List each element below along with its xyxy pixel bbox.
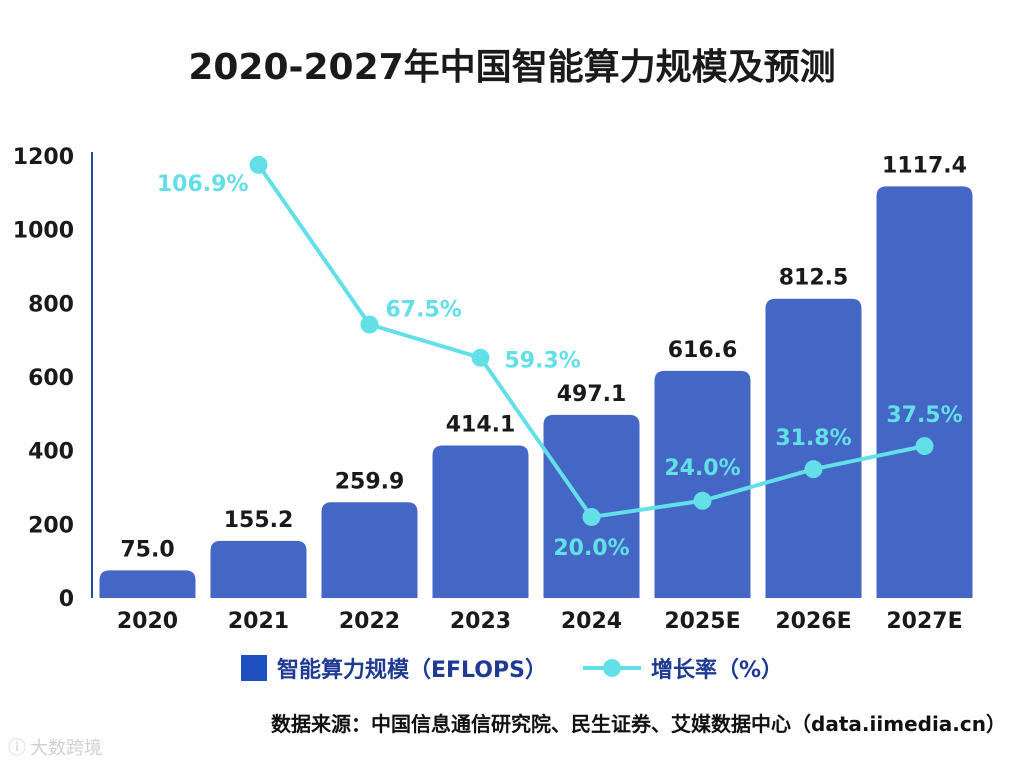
y-tick-label: 200 — [28, 513, 74, 538]
x-tick-label: 2020 — [117, 609, 178, 634]
x-tick-label: 2021 — [228, 609, 289, 634]
y-tick-label: 1200 — [13, 145, 74, 170]
y-tick-label: 1000 — [13, 219, 74, 244]
x-tick-label: 2025E — [664, 609, 740, 634]
bar-2023 — [432, 445, 529, 598]
watermark-logo-icon: ⓘ — [8, 738, 26, 759]
chart-legend: 智能算力规模（EFLOPS） 增长率（%） — [0, 652, 1024, 684]
growth-point-2027E — [915, 437, 934, 456]
bar-2026E — [765, 298, 862, 598]
growth-value-label: 67.5% — [386, 298, 462, 323]
legend-line-swatch-icon — [582, 655, 641, 681]
bar-value-label: 259.9 — [335, 469, 405, 494]
growth-point-2021 — [249, 155, 268, 174]
growth-value-label: 37.5% — [886, 403, 962, 428]
x-tick-label: 2023 — [450, 609, 511, 634]
legend-bar-label: 智能算力规模（EFLOPS） — [276, 658, 547, 683]
watermark-text: 大数跨境 — [30, 738, 102, 759]
legend-bar-swatch-icon — [240, 655, 267, 681]
y-tick-label: 400 — [28, 440, 74, 465]
bar-value-label: 616.6 — [668, 338, 738, 363]
legend-item-bar: 智能算力规模（EFLOPS） — [240, 652, 547, 684]
growth-value-label: 106.9% — [157, 172, 249, 197]
growth-point-2025E — [693, 491, 712, 510]
y-tick-label: 0 — [59, 587, 74, 612]
growth-value-label: 20.0% — [553, 536, 629, 561]
legend-item-line: 增长率（%） — [582, 652, 783, 684]
bar-value-label: 155.2 — [224, 508, 294, 533]
bar-2021 — [210, 540, 307, 598]
growth-value-label: 24.0% — [664, 456, 740, 481]
bar-value-label: 497.1 — [557, 382, 627, 407]
bar-2027E — [876, 186, 973, 599]
x-tick-label: 2026E — [775, 609, 851, 634]
y-tick-label: 600 — [28, 366, 74, 391]
growth-value-label: 59.3% — [505, 349, 581, 374]
bar-2022 — [321, 502, 418, 598]
x-tick-label: 2024 — [561, 609, 622, 634]
growth-point-2024 — [582, 507, 601, 526]
growth-point-2026E — [804, 460, 823, 479]
x-tick-label: 2027E — [886, 609, 962, 634]
bar-value-label: 1117.4 — [882, 153, 967, 178]
chart-area: 0 200 400 600 800 1000 1200 75.0 2020 155.2 2021 25… — [13, 145, 973, 634]
bar-value-label: 812.5 — [779, 266, 849, 291]
growth-point-2022 — [360, 315, 379, 334]
x-tick-label: 2022 — [339, 609, 400, 634]
data-source-note: 数据来源：中国信息通信研究院、民生证券、艾媒数据中心（data.iimedia.… — [271, 712, 1006, 736]
growth-value-label: 31.8% — [775, 426, 851, 451]
bar-value-label: 75.0 — [120, 537, 174, 562]
bar-2020 — [99, 570, 196, 598]
legend-line-label: 增长率（%） — [650, 658, 783, 683]
bar-value-label: 414.1 — [446, 412, 516, 437]
watermark: ⓘ 大数跨境 — [8, 734, 102, 760]
growth-point-2023 — [471, 348, 490, 367]
chart-title: 2020-2027年中国智能算力规模及预测 — [188, 47, 836, 88]
bar-2024 — [543, 414, 640, 598]
bar-2025E — [654, 370, 751, 598]
y-tick-label: 800 — [28, 292, 74, 317]
